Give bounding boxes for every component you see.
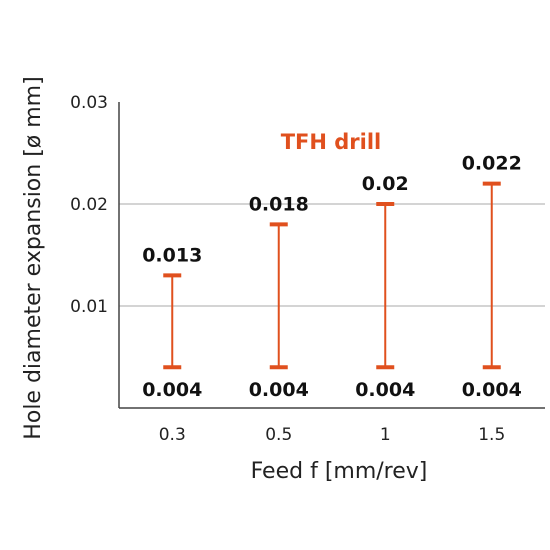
gridlines bbox=[119, 203, 545, 307]
y-axis-title: Hole diameter expansion [ø mm] bbox=[21, 76, 46, 439]
x-tick-label: 1 bbox=[380, 425, 391, 445]
y-tick-labels: 0.01 0.02 0.03 bbox=[70, 93, 108, 317]
x-axis-title: Feed f [mm/rev] bbox=[251, 459, 428, 484]
y-tick-label: 0.02 bbox=[70, 195, 108, 215]
series-annotation: TFH drill bbox=[281, 130, 382, 154]
range-bar: 0.022 0.004 bbox=[462, 153, 522, 402]
range-bar: 0.013 0.004 bbox=[142, 244, 202, 401]
range-bar: 0.02 0.004 bbox=[355, 173, 415, 401]
low-value-label: 0.004 bbox=[142, 379, 202, 401]
x-tick-label: 0.3 bbox=[159, 425, 186, 445]
high-value-label: 0.02 bbox=[362, 173, 409, 195]
high-value-label: 0.013 bbox=[142, 244, 202, 266]
x-tick-label: 1.5 bbox=[478, 425, 505, 445]
x-tick-label: 0.5 bbox=[265, 425, 292, 445]
high-value-label: 0.022 bbox=[462, 153, 522, 175]
x-tick-labels: 0.3 0.5 1 1.5 bbox=[159, 425, 506, 445]
y-tick-label: 0.01 bbox=[70, 297, 108, 317]
high-value-label: 0.018 bbox=[249, 193, 309, 215]
y-tick-label: 0.03 bbox=[70, 93, 108, 113]
low-value-label: 0.004 bbox=[249, 379, 309, 401]
axes bbox=[118, 102, 545, 409]
range-bar: 0.018 0.004 bbox=[249, 193, 309, 401]
low-value-label: 0.004 bbox=[462, 379, 522, 401]
low-value-label: 0.004 bbox=[355, 379, 415, 401]
range-bars: 0.013 0.004 0.018 0.004 0.02 0.004 0.022 0.004 bbox=[142, 153, 522, 402]
